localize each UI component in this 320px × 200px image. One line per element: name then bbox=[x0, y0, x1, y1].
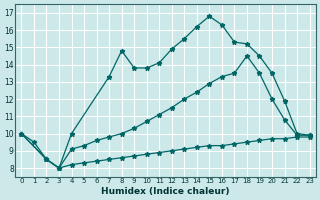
X-axis label: Humidex (Indice chaleur): Humidex (Indice chaleur) bbox=[101, 187, 230, 196]
